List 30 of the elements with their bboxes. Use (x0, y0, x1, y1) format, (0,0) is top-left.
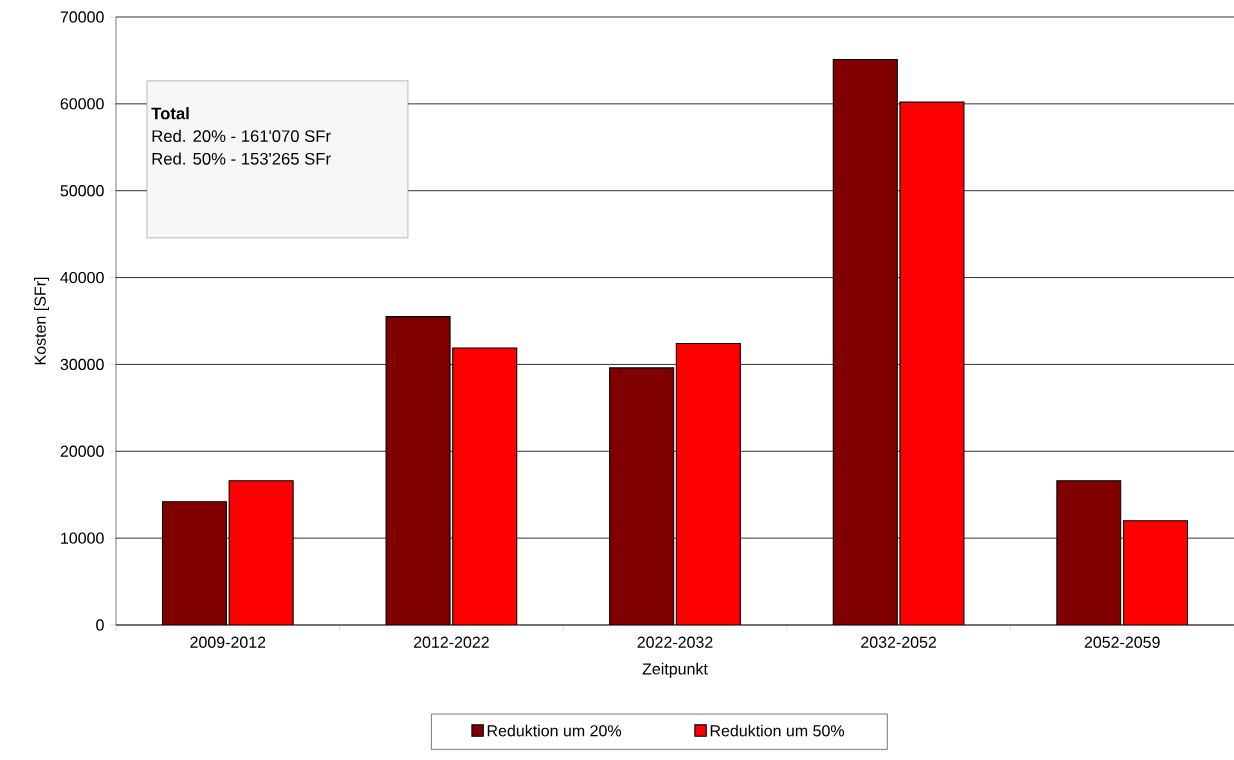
y-tick-label: 30000 (60, 358, 104, 371)
annotation: Total (151, 107, 189, 120)
annotation: Red. 50% - 153'265 SFr (152, 152, 331, 165)
x-axis-title: Zeitpunkt (642, 662, 708, 678)
bar (228, 480, 294, 625)
legend-label: Reduktion um 20% (487, 724, 622, 737)
y-axis-title: Kosten [SFr] (34, 277, 49, 365)
annotation: Red. 20% - 161'070 SFr (152, 129, 331, 143)
x-tick-label: 2052-2059 (1084, 636, 1160, 648)
y-tick-label: 60000 (60, 98, 104, 110)
y-tick-label: 40000 (60, 271, 104, 284)
bar (1123, 520, 1189, 625)
y-tick-label: 50000 (60, 185, 104, 197)
legend-label: Reduktion um 50% (710, 724, 845, 737)
y-tick-label: 0 (96, 619, 104, 631)
bar (385, 316, 451, 625)
bar (832, 59, 898, 625)
bar (161, 501, 228, 625)
x-tick-label: 2022-2032 (637, 636, 713, 648)
bar (675, 343, 741, 625)
x-tick-label: 2012-2022 (413, 636, 489, 648)
y-tick-label: 70000 (60, 11, 104, 23)
x-tick-label: 2032-2052 (861, 636, 937, 648)
bar (1056, 480, 1122, 625)
x-tick-label: 2009-2012 (190, 636, 266, 648)
bar (899, 101, 965, 625)
bar (609, 367, 675, 625)
bar (452, 347, 518, 625)
y-tick-label: 10000 (61, 532, 104, 544)
y-tick-label: 20000 (60, 445, 104, 457)
